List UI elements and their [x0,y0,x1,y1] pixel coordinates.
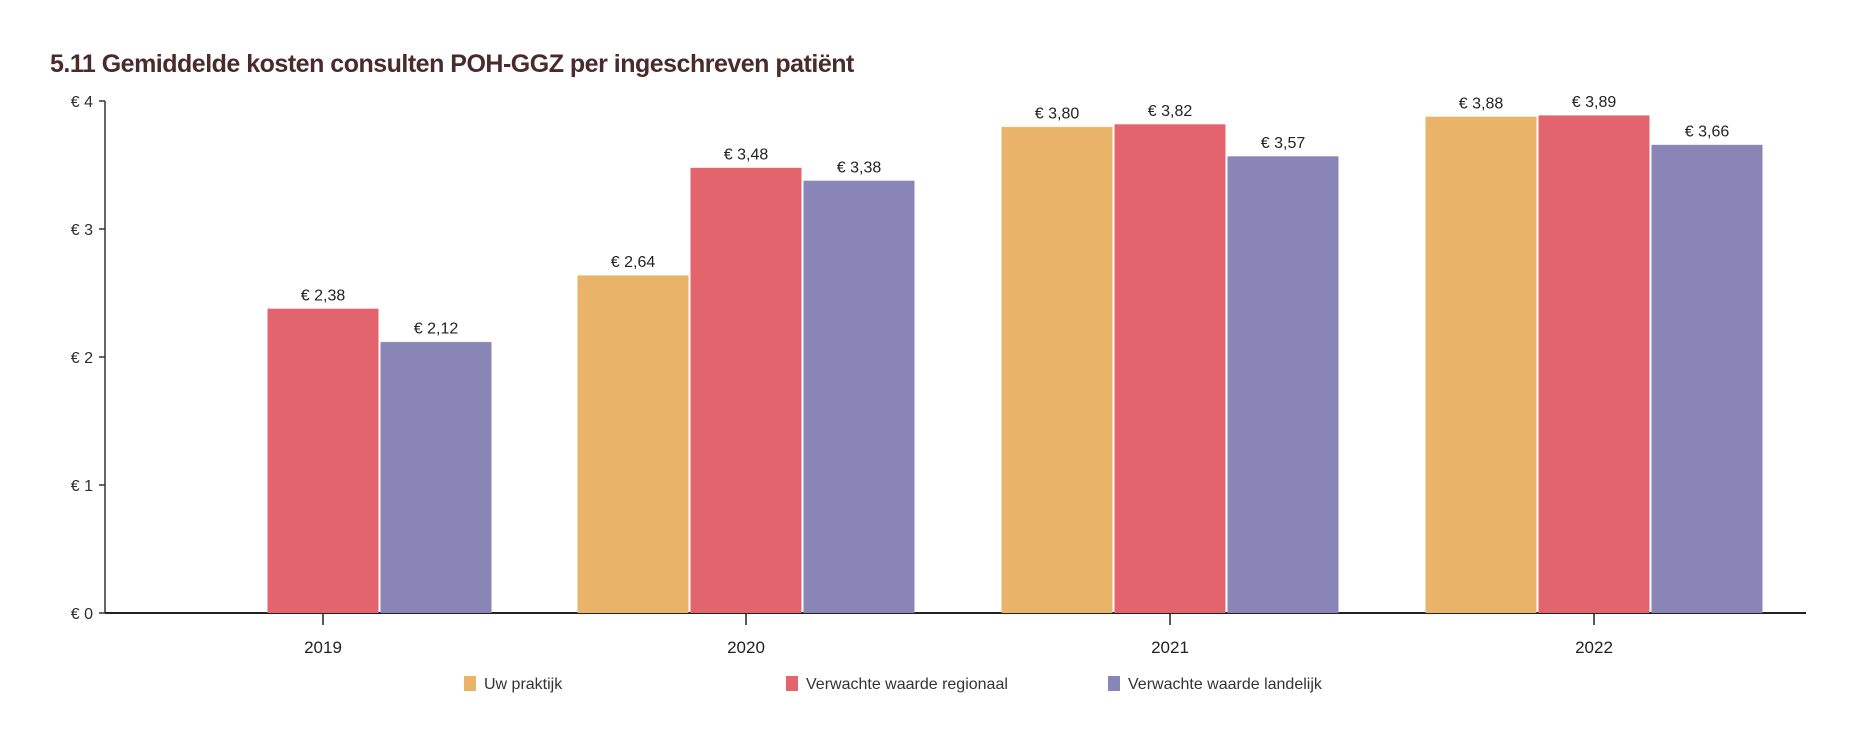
bar-2021-1 [1001,126,1113,613]
bar-2020-1 [577,275,689,613]
y-tick-label: € 2 [71,350,93,367]
bar-2019-2 [267,308,379,613]
bar-2021-2 [1114,124,1226,613]
x-tick-label: 2022 [1575,638,1613,657]
legend-swatch [464,676,476,691]
legend-swatch [786,676,798,691]
y-tick-label: € 1 [71,478,93,495]
bar-2020-3 [803,180,915,614]
chart-title: 5.11 Gemiddelde kosten consulten POH-GGZ… [50,50,855,78]
bar-2022-1 [1425,116,1537,614]
x-tick-label: 2019 [304,638,342,657]
bar-2019-3 [380,341,492,613]
axes: € 0 € 1 € 2 € 3 € 4 2019 2020 2021 2022 [71,94,1806,657]
data-label: € 3,82 [1148,103,1193,120]
x-tick-label: 2020 [727,638,765,657]
data-label: € 3,88 [1459,95,1504,112]
bar-2021-3 [1227,156,1339,614]
data-label: € 2,38 [301,287,346,304]
legend-label: Verwachte waarde regionaal [806,676,1008,693]
data-label: € 2,64 [611,254,656,271]
data-label: € 3,48 [724,147,769,164]
data-label: € 3,80 [1035,106,1080,123]
y-tick-label: € 0 [71,606,93,623]
bar-2022-3 [1651,144,1763,613]
y-tick-label: € 4 [71,94,93,111]
data-label: € 3,66 [1685,124,1730,141]
bars: € 2,38 € 2,12 € 2,64 € 3,48 € 3,38 € 3,80 € 3,… [267,94,1763,614]
legend-swatch [1108,676,1120,691]
legend-label: Uw praktijk [484,676,563,693]
data-label: € 3,38 [837,159,882,176]
bar-2020-2 [690,167,802,613]
legend-label: Verwachte waarde landelijk [1128,676,1323,693]
data-label: € 3,57 [1261,135,1306,152]
bar-2022-2 [1538,115,1650,613]
data-label: € 3,89 [1572,94,1617,111]
x-tick-label: 2021 [1151,638,1189,657]
data-label: € 2,12 [414,321,459,338]
y-tick-label: € 3 [71,222,93,239]
legend: Uw praktijk Verwachte waarde regionaal Ver… [464,676,1323,693]
